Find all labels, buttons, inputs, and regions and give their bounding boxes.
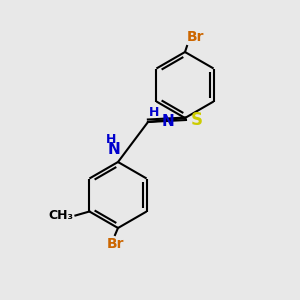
Text: H: H [148,106,159,118]
Text: S: S [191,111,203,129]
Text: CH₃: CH₃ [48,209,74,222]
Text: N: N [108,142,121,158]
Text: Br: Br [187,30,205,44]
Text: H: H [106,133,116,146]
Text: N: N [162,114,175,129]
Text: Br: Br [106,237,124,251]
